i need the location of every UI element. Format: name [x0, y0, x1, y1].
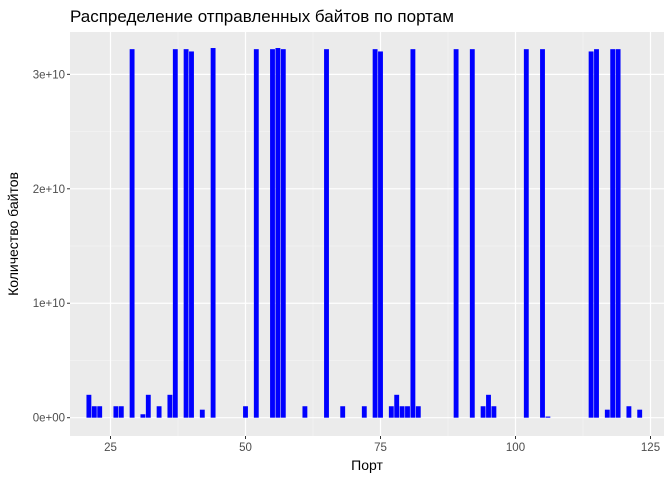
- bar-port-89: [453, 49, 459, 418]
- y-axis-title: Количество байтов: [5, 172, 21, 296]
- bar-port-105: [540, 49, 545, 418]
- bar-port-39: [183, 49, 189, 418]
- bar-port-40: [189, 51, 194, 418]
- bar-port-21: [86, 394, 92, 418]
- y-axis: 0e+00 1e+10 2e+10 3e+10: [33, 69, 70, 425]
- bar-port-27: [118, 406, 124, 418]
- x-tick-label: 75: [374, 442, 387, 454]
- bar-port-78: [394, 394, 400, 418]
- chart-title: Распределение отправленных байтов по пор…: [70, 7, 454, 26]
- bar-port-123: [637, 409, 643, 418]
- x-axis: 25 50 75 100 125: [104, 436, 660, 454]
- y-tick-label: 0e+00: [33, 413, 65, 425]
- bar-port-95: [486, 394, 491, 418]
- bar-port-56: [275, 48, 281, 418]
- y-tick-label: 3e+10: [33, 69, 65, 81]
- bar-port-34: [156, 406, 162, 418]
- bar-port-115: [594, 49, 599, 418]
- bar-port-121: [626, 406, 632, 418]
- bar-port-65: [324, 49, 329, 418]
- bars-layer: [86, 48, 643, 418]
- bar-port-77: [388, 406, 394, 418]
- x-tick-label: 100: [506, 442, 525, 454]
- bar-port-50: [243, 406, 248, 418]
- bar-port-117: [604, 409, 610, 418]
- minor-grid: [70, 32, 664, 436]
- bar-port-81: [410, 49, 416, 418]
- bar-port-102: [523, 49, 529, 418]
- bar-port-92: [469, 49, 475, 418]
- bar-port-31: [140, 414, 146, 418]
- bar-port-75: [378, 51, 383, 418]
- bar-port-44: [210, 48, 216, 418]
- bar-port-29: [129, 49, 135, 418]
- bar-port-68: [340, 406, 346, 418]
- bar-port-96: [491, 406, 497, 418]
- bar-port-26: [113, 406, 119, 418]
- bar-port-94: [480, 406, 486, 418]
- bar-port-36: [167, 394, 173, 418]
- bar-port-80: [405, 406, 410, 418]
- y-tick-label: 2e+10: [33, 184, 65, 196]
- bar-port-22: [91, 406, 97, 418]
- bar-port-82: [415, 406, 421, 418]
- bar-port-52: [253, 49, 259, 418]
- x-tick-label: 50: [239, 442, 252, 454]
- bar-port-118: [610, 49, 616, 418]
- bar-port-72: [361, 406, 367, 418]
- bar-port-114: [588, 51, 594, 418]
- bar-port-32: [145, 394, 151, 418]
- bar-port-79: [399, 406, 405, 418]
- x-tick-label: 125: [641, 442, 660, 454]
- y-tick-label: 1e+10: [33, 298, 65, 310]
- bar-port-74: [372, 49, 378, 418]
- plot-panel: [70, 32, 664, 436]
- bar-port-61: [302, 406, 308, 418]
- bar-port-57: [280, 49, 286, 418]
- bar-port-42: [199, 409, 205, 418]
- bar-port-106: [545, 416, 551, 418]
- bar-port-119: [615, 49, 621, 418]
- bar-port-37: [172, 49, 178, 418]
- x-axis-title: Порт: [351, 457, 383, 473]
- bar-port-55: [270, 49, 275, 418]
- bar-port-23: [97, 406, 103, 418]
- x-tick-label: 25: [104, 442, 117, 454]
